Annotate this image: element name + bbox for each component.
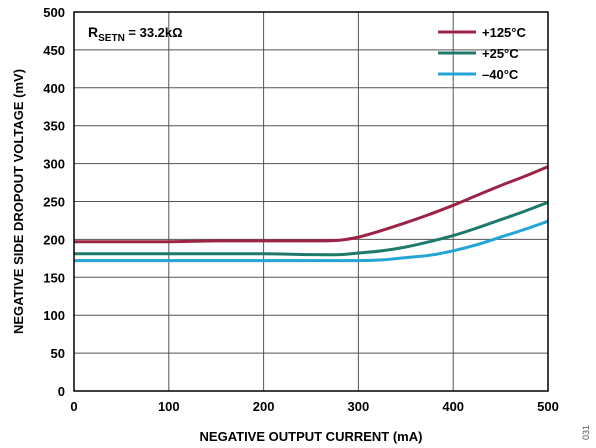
- series-line-0: [74, 165, 549, 244]
- x-tick-label: 300: [348, 399, 370, 414]
- legend-label-0: +125°C: [482, 25, 526, 40]
- y-tick-label: 500: [43, 5, 65, 20]
- annotation-suffix: = 33.2kΩ: [125, 25, 183, 40]
- x-tick-label: 0: [70, 399, 77, 414]
- figure-number: 031: [581, 425, 591, 440]
- legend: +125°C +25°C –40°C: [438, 25, 526, 82]
- y-tick-label: 400: [43, 81, 65, 96]
- y-tick-label: 450: [43, 43, 65, 58]
- annotation-prefix: R: [88, 24, 98, 40]
- y-tick-label: 300: [43, 157, 65, 172]
- legend-label-1: +25°C: [482, 46, 519, 61]
- y-tick-label: 0: [58, 384, 65, 399]
- y-axis-title: NEGATIVE SIDE DROPOUT VOLTAGE (mV): [11, 69, 26, 334]
- series-line-1: [73, 200, 549, 257]
- y-tick-label: 200: [43, 232, 65, 247]
- legend-label-2: –40°C: [482, 67, 519, 82]
- plot-frame: [73, 11, 549, 392]
- tick-labels: 0 100 200 300 400 500 0 50 100 150 200 250 300 350 400…: [43, 5, 559, 414]
- annotation-subscript: SETN: [98, 33, 125, 44]
- x-tick-label: 500: [537, 399, 559, 414]
- x-tick-label: 100: [158, 399, 180, 414]
- y-tick-label: 150: [43, 270, 65, 285]
- grid: [73, 11, 549, 392]
- x-axis-title: NEGATIVE OUTPUT CURRENT (mA): [200, 429, 423, 444]
- y-tick-label: 250: [43, 195, 65, 210]
- x-tick-label: 200: [253, 399, 275, 414]
- rsetn-annotation: RSETN = 33.2kΩ: [88, 24, 183, 44]
- y-tick-label: 350: [43, 119, 65, 134]
- x-tick-label: 400: [442, 399, 464, 414]
- series-line-2: [73, 219, 549, 263]
- y-tick-label: 50: [51, 346, 65, 361]
- y-tick-label: 100: [43, 308, 65, 323]
- series-lines: [73, 165, 549, 263]
